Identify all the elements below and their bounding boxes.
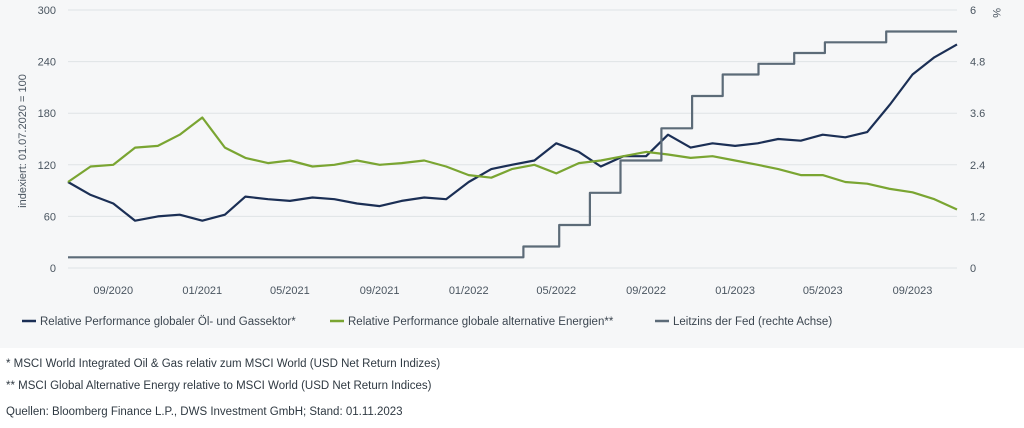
right-tick-label: 2.4 [970,160,985,172]
left-tick-label: 120 [38,160,56,172]
x-tick-label: 05/2022 [536,285,576,297]
x-tick-label: 01/2023 [715,285,755,297]
right-tick-label: 6 [970,5,976,17]
x-tick-label: 09/2023 [893,285,933,297]
right-tick-label: 3.6 [970,108,985,120]
right-axis-title: % [990,8,1002,18]
left-tick-label: 60 [44,211,56,223]
series-line-alt-energy [67,116,958,211]
right-tick-label: 0 [970,263,976,275]
x-tick-label: 09/2020 [93,285,133,297]
x-tick-label: 05/2021 [270,285,310,297]
right-tick-label: 1.2 [970,211,985,223]
right-tick-label: 4.8 [970,57,985,69]
legend-item-alt-energy: Relative Performance globale alternative… [348,316,614,328]
chart-svg: 0 60 120 180 240 300 0 1.2 2.4 3.6 4.8 6 09/2020 01/2… [17,5,1002,328]
series-line-fed-rate [68,30,957,259]
x-tick-label: 05/2023 [803,285,843,297]
series-line-oil-gas [67,43,958,222]
chart-panel: 0 60 120 180 240 300 0 1.2 2.4 3.6 4.8 6 09/2020 01/2… [17,5,1002,328]
x-tick-label: 01/2021 [182,285,222,297]
left-tick-label: 240 [38,57,56,69]
x-tick-label: 09/2021 [360,285,400,297]
legend-item-oil-gas: Relative Performance globaler Öl- und Ga… [40,316,296,328]
left-tick-label: 300 [38,5,56,17]
left-tick-label: 0 [50,263,56,275]
footnote-alt-energy: ** MSCI Global Alternative Energy relati… [6,380,432,392]
x-tick-label: 09/2022 [626,285,666,297]
footnote-oil-gas: * MSCI World Integrated Oil & Gas relati… [6,358,441,370]
source-note: Quellen: Bloomberg Finance L.P., DWS Inv… [6,406,403,418]
x-tick-label: 01/2022 [449,285,489,297]
legend-item-fed-rate: Leitzins der Fed (rechte Achse) [673,316,832,328]
left-axis-title: indexiert: 01.07.2020 = 100 [17,74,29,208]
left-tick-label: 180 [38,108,56,120]
